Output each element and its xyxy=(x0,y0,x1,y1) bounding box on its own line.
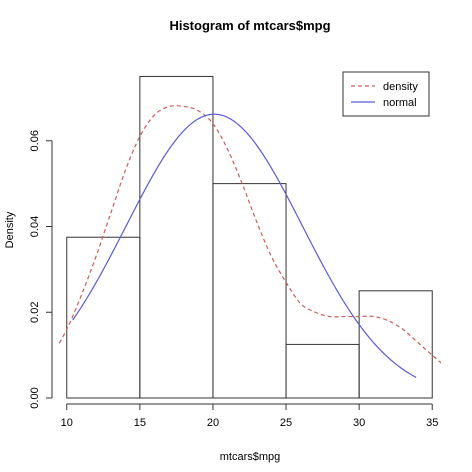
x-tick-label: 35 xyxy=(426,417,438,429)
y-tick-label: 0.04 xyxy=(29,216,41,237)
histogram-bar-5 xyxy=(358,290,433,399)
histogram-bar-1 xyxy=(66,236,141,399)
x-tick-label: 30 xyxy=(353,417,365,429)
chart-title: Histogram of mtcars$mpg xyxy=(169,18,330,33)
x-axis: 10 15 20 25 30 35 xyxy=(61,403,438,429)
histogram-bar-2 xyxy=(139,75,214,399)
normal-curve xyxy=(72,113,417,378)
y-tick-label: 0.02 xyxy=(29,302,41,323)
y-tick-label: 0.06 xyxy=(29,130,41,151)
legend-label-normal: normal xyxy=(383,97,417,109)
density-curve xyxy=(58,105,441,364)
legend-label-density: density xyxy=(383,81,418,93)
y-tick-label: 0.00 xyxy=(29,387,41,408)
histogram-bar-3 xyxy=(212,183,287,399)
legend: density normal xyxy=(342,71,430,117)
x-tick-label: 20 xyxy=(207,417,219,429)
x-tick-label: 15 xyxy=(134,417,146,429)
legend-box xyxy=(342,71,430,117)
histogram-bars xyxy=(66,75,433,399)
curves xyxy=(58,105,441,378)
x-axis-label: mtcars$mpg xyxy=(220,451,281,463)
x-tick-label: 25 xyxy=(280,417,292,429)
histogram-bar-4 xyxy=(285,343,360,399)
y-axis-label: Density xyxy=(4,211,16,248)
y-axis: 0.00 0.02 0.04 0.06 xyxy=(29,130,53,409)
x-tick-label: 10 xyxy=(61,417,73,429)
